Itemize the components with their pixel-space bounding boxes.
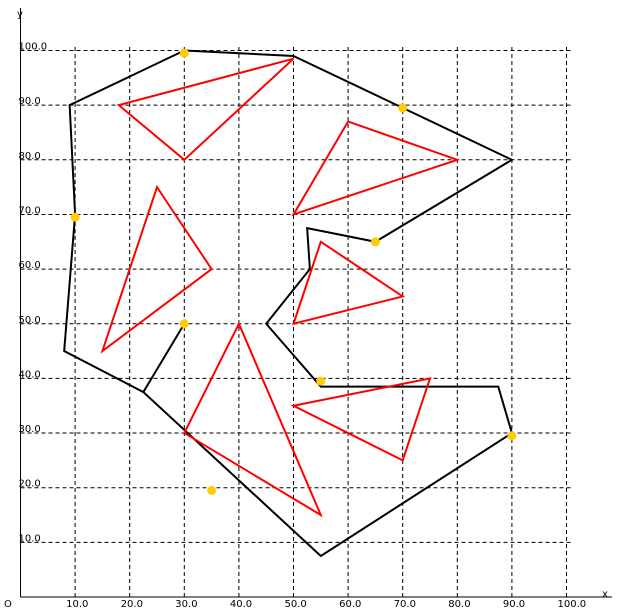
x-tick-label: 60.0 <box>339 599 361 610</box>
y-tick-label: 50.0 <box>19 315 41 326</box>
points <box>70 48 517 495</box>
point-marker <box>370 237 380 247</box>
boundary-segment <box>142 323 186 393</box>
boundary-polygon <box>63 49 515 558</box>
x-tick-label: 90.0 <box>503 599 525 610</box>
point-marker <box>507 431 517 441</box>
x-tick-label: 30.0 <box>175 599 197 610</box>
triangle <box>100 184 213 354</box>
x-tick-label: 40.0 <box>230 599 252 610</box>
x-tick-label: 50.0 <box>285 599 307 610</box>
x-tick-label: 20.0 <box>121 599 143 610</box>
x-tick-label: 80.0 <box>448 599 470 610</box>
x-axis-label: x <box>602 589 608 600</box>
y-tick-label: 30.0 <box>19 424 41 435</box>
y-tick-label: 20.0 <box>19 479 41 490</box>
triangle <box>290 377 432 462</box>
point-marker <box>179 319 189 329</box>
triangle <box>291 240 406 326</box>
x-tick-label: 10.0 <box>66 599 88 610</box>
point-marker <box>70 212 80 222</box>
y-axis-label: y <box>17 9 23 20</box>
y-tick-label: 10.0 <box>19 533 41 544</box>
triangle <box>291 120 461 217</box>
y-tick-label: 90.0 <box>19 96 41 107</box>
point-marker <box>398 103 408 113</box>
y-tick-label: 80.0 <box>19 151 41 162</box>
y-tick-label: 40.0 <box>19 369 41 380</box>
point-marker <box>179 48 189 58</box>
origin-label: O <box>4 599 12 610</box>
y-tick-label: 70.0 <box>19 205 41 216</box>
shapes <box>63 49 515 558</box>
grid-lines <box>20 46 571 597</box>
point-marker <box>316 376 326 386</box>
y-tick-label: 60.0 <box>19 260 41 271</box>
x-tick-label: 100.0 <box>558 599 587 610</box>
triangle <box>182 321 323 518</box>
y-tick-label: 100.0 <box>19 42 48 53</box>
axes <box>20 8 612 598</box>
tick-labels: 10.0 20.0 30.0 40.0 50.0 60.0 70.0 80.0 90.0 100.… <box>19 42 587 611</box>
x-tick-label: 70.0 <box>394 599 416 610</box>
point-marker <box>207 485 217 495</box>
triangle <box>116 57 295 162</box>
